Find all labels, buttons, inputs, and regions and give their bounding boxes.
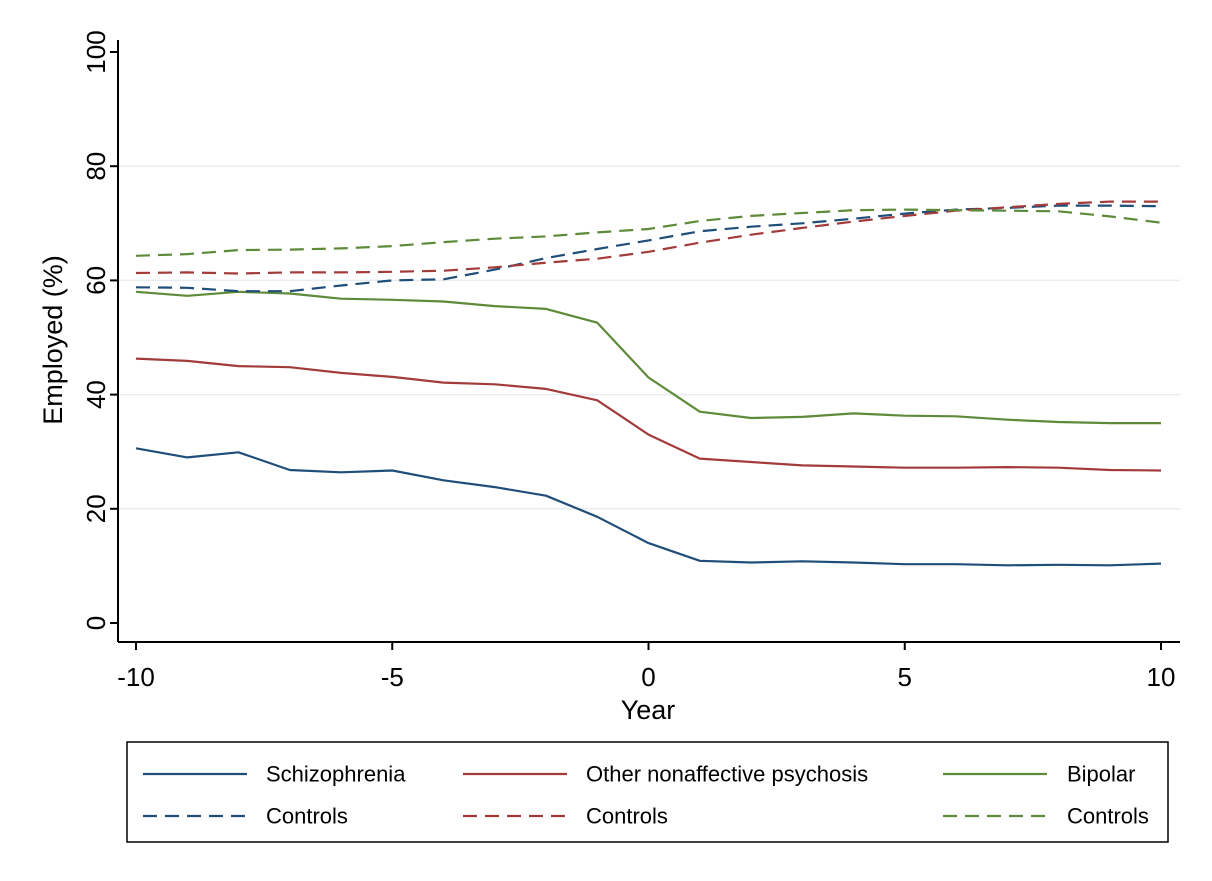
legend-label-1: Other nonaffective psychosis	[586, 762, 868, 787]
legend-label-5: Controls	[1067, 804, 1149, 829]
legend-box	[126, 741, 1169, 843]
series-line-1	[135, 357, 1162, 472]
series-line-3	[135, 204, 1162, 293]
series-line-4	[135, 200, 1161, 275]
legend: Schizophrenia Other nonaffective psychosi…	[126, 741, 1169, 843]
y-tick-label-20: 20	[81, 494, 111, 523]
x-tick-label--5: -5	[381, 662, 404, 692]
legend-label-3: Controls	[266, 804, 348, 829]
y-tick-label-40: 40	[81, 380, 111, 409]
axes: 0 20 40 60 80 100 -10 -5 0 5 10	[81, 30, 1180, 692]
series-line-0	[135, 447, 1162, 567]
series-line-5	[135, 208, 1162, 257]
x-tick-label-10: 10	[1147, 662, 1176, 692]
y-tick-label-0: 0	[81, 616, 111, 630]
series-line-2	[135, 290, 1161, 425]
series-lines	[135, 200, 1162, 567]
y-tick-label-80: 80	[81, 152, 111, 181]
x-tick-label-0: 0	[641, 662, 655, 692]
legend-label-0: Schizophrenia	[266, 762, 406, 787]
y-tick-label-60: 60	[81, 266, 111, 295]
gridlines	[118, 165, 1180, 510]
y-tick-label-100: 100	[81, 30, 111, 73]
y-axis-title: Employed (%)	[38, 255, 68, 425]
x-axis-title: Year	[621, 695, 676, 725]
legend-label-2: Bipolar	[1067, 762, 1135, 787]
x-tick-label--10: -10	[117, 662, 155, 692]
legend-label-4: Controls	[586, 804, 668, 829]
x-tick-label-5: 5	[898, 662, 912, 692]
